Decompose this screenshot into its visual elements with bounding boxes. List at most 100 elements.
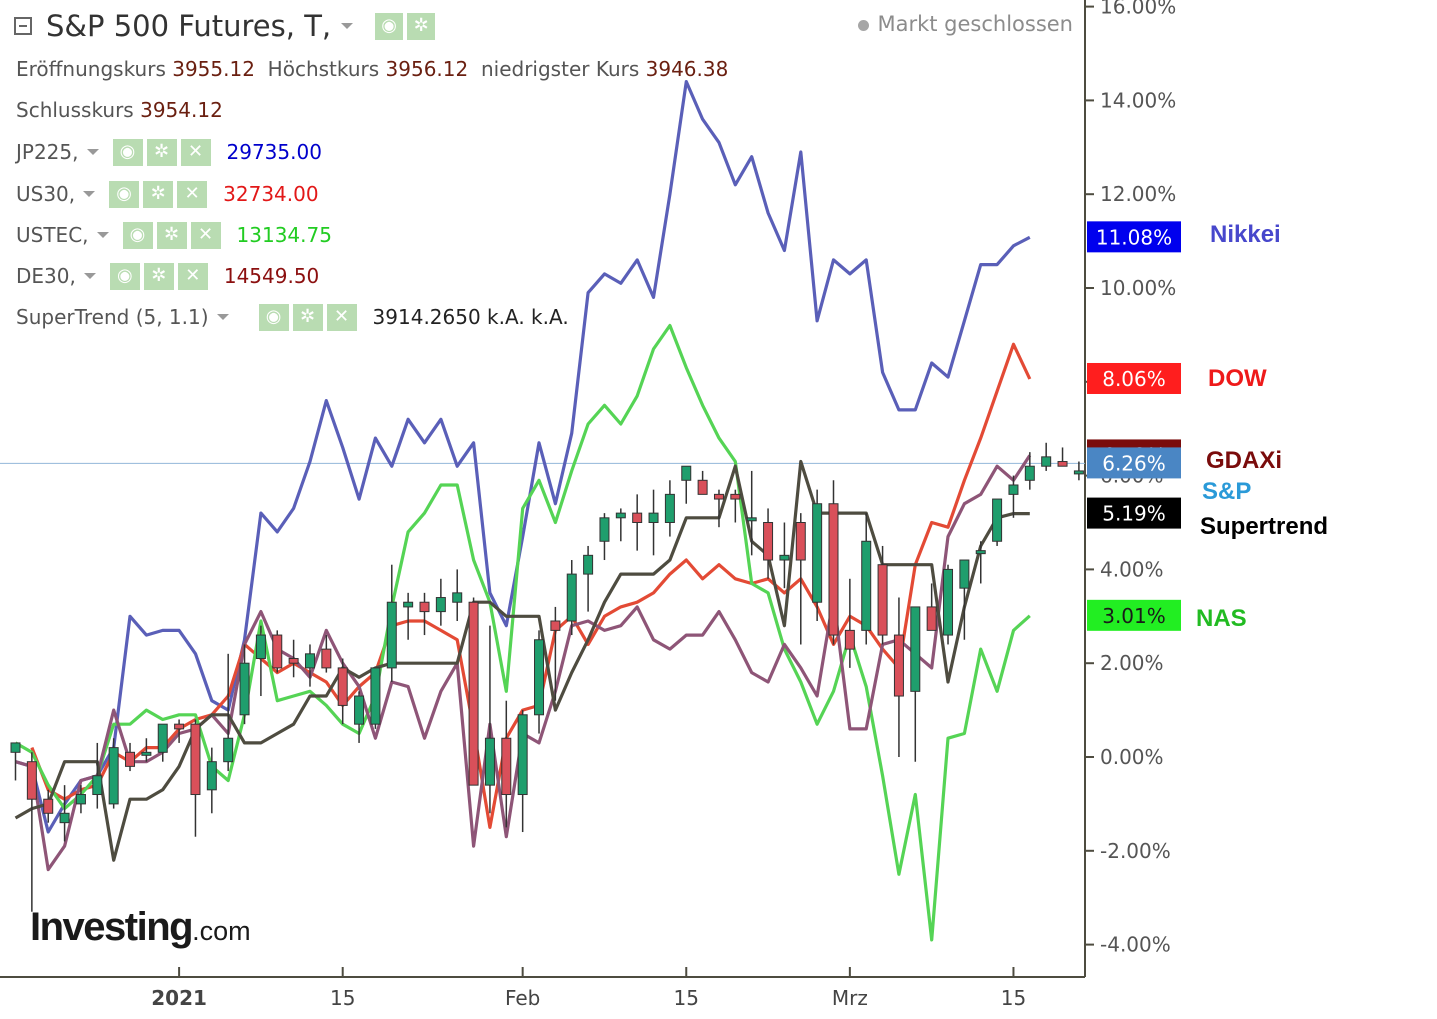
candle-body <box>174 723 185 730</box>
candle-body <box>681 465 692 481</box>
indicator-row-supertrend: SuperTrend (5, 1.1) ◉ ✲ ✕ 3914.2650 k.A.… <box>16 302 569 332</box>
low-label: niedrigster Kurs <box>480 57 640 81</box>
value-badge-text: 3.01% <box>1102 604 1166 628</box>
candle-body <box>304 653 315 669</box>
candle-body <box>730 493 741 500</box>
candle-body <box>337 667 348 706</box>
candle-body <box>648 512 659 523</box>
candle-body <box>288 658 299 664</box>
x-tick-label: 15 <box>674 986 699 1010</box>
chevron-down-icon[interactable] <box>83 273 96 279</box>
candle-body <box>501 737 512 796</box>
candle-body <box>484 737 495 786</box>
candle-body <box>43 798 54 814</box>
candle-body <box>141 751 152 756</box>
candle-body <box>1073 470 1084 475</box>
indicator-name: JP225, <box>16 140 79 164</box>
settings-gear-icon[interactable]: ✲ <box>143 180 174 208</box>
x-tick-label: 15 <box>330 986 355 1010</box>
settings-gear-icon[interactable]: ✲ <box>143 262 174 290</box>
ohlc-row: Eröffnungskurs 3955.12 Höchstkurs 3956.1… <box>16 57 728 81</box>
indicator-buttons: ◉ ✲ ✕ <box>109 180 208 208</box>
series-line-nikkei <box>15 79 1031 834</box>
close-icon[interactable]: ✕ <box>190 221 221 249</box>
visibility-icon[interactable]: ◉ <box>122 221 153 249</box>
value-badge-text: 8.06% <box>1102 367 1166 391</box>
open-value: 3955.12 <box>172 57 255 81</box>
candle-body <box>1008 484 1019 495</box>
visibility-icon[interactable]: ◉ <box>258 303 289 331</box>
candle-body <box>419 601 430 613</box>
close-icon[interactable]: ✕ <box>180 138 211 166</box>
indicator-buttons: ◉ ✲ ✕ <box>112 138 211 166</box>
chevron-down-icon[interactable] <box>83 191 96 197</box>
logo-main-text: Investing <box>30 905 194 949</box>
instrument-title: S&P 500 Futures, T, <box>46 9 332 43</box>
candle-body <box>59 812 70 824</box>
visibility-icon[interactable]: ◉ <box>109 262 140 290</box>
title-dropdown-icon[interactable] <box>341 23 354 29</box>
settings-gear-icon[interactable]: ✲ <box>407 12 436 40</box>
y-tick-label: 16.00% <box>1100 0 1176 19</box>
candle-body <box>713 493 724 500</box>
candle-body <box>10 742 21 753</box>
indicator-name: US30, <box>16 182 76 206</box>
candle-body <box>828 503 839 636</box>
chevron-down-icon[interactable] <box>216 314 229 320</box>
close-icon[interactable]: ✕ <box>326 303 357 331</box>
candle-body <box>664 493 675 523</box>
value-badge-text: 11.08% <box>1096 225 1172 249</box>
candle-body <box>1057 461 1068 467</box>
series-label: Nikkei <box>1210 221 1281 248</box>
candle-body <box>452 592 463 603</box>
collapse-toggle[interactable] <box>14 17 32 35</box>
indicator-row-de30: DE30, ◉ ✲ ✕ 14549.50 <box>16 261 319 291</box>
y-tick-label: -2.00% <box>1100 839 1171 863</box>
visibility-icon[interactable]: ◉ <box>112 138 143 166</box>
candle-body <box>615 512 626 519</box>
candle-body <box>403 601 414 608</box>
settings-gear-icon[interactable]: ✲ <box>292 303 323 331</box>
candle-body <box>157 723 168 753</box>
settings-gear-icon[interactable]: ✲ <box>156 221 187 249</box>
indicator-name: USTEC, <box>16 223 89 247</box>
high-label: Höchstkurs <box>267 57 380 81</box>
close-value: 3954.12 <box>140 98 223 122</box>
candle-body <box>599 517 610 542</box>
candle-body <box>779 554 790 561</box>
chevron-down-icon[interactable] <box>96 232 109 238</box>
chevron-down-icon[interactable] <box>86 149 99 155</box>
candle-body <box>108 747 119 805</box>
series-label: NAS <box>1196 605 1247 632</box>
close-icon[interactable]: ✕ <box>177 262 208 290</box>
candle-body <box>75 794 86 805</box>
title-row: S&P 500 Futures, T, ◉ ✲ <box>14 6 436 46</box>
settings-gear-icon[interactable]: ✲ <box>146 138 177 166</box>
indicator-buttons: ◉ ✲ ✕ <box>109 262 208 290</box>
visibility-icon[interactable]: ◉ <box>109 180 140 208</box>
candle-body <box>125 751 136 767</box>
candle-body <box>517 714 528 796</box>
market-status: Markt geschlossen <box>858 12 1073 36</box>
series-label: S&P <box>1202 478 1251 505</box>
close-icon[interactable]: ✕ <box>177 180 208 208</box>
candle-body <box>959 559 970 589</box>
value-badge-text: 5.19% <box>1102 502 1166 526</box>
indicator-value: 3914.2650 k.A. k.A. <box>372 305 569 329</box>
y-tick-label: 2.00% <box>1100 651 1164 675</box>
market-status-text: Markt geschlossen <box>877 12 1073 36</box>
x-tick-label: Mrz <box>832 986 868 1010</box>
indicator-buttons: ◉ ✲ ✕ <box>258 303 357 331</box>
candle-body <box>223 737 234 763</box>
indicator-buttons: ◉ ✲ ✕ <box>122 221 221 249</box>
candle-body <box>566 573 577 622</box>
candle-body <box>321 648 332 669</box>
value-badge <box>1087 362 1181 394</box>
value-badge <box>1087 221 1181 253</box>
y-tick-label: -4.00% <box>1100 933 1171 957</box>
candle-body <box>763 522 774 561</box>
visibility-icon[interactable]: ◉ <box>375 12 404 40</box>
y-tick-label: 12.00% <box>1100 182 1176 206</box>
candle-body <box>190 723 201 796</box>
